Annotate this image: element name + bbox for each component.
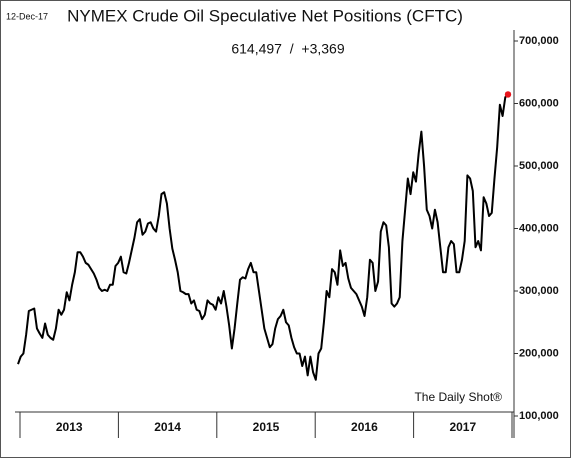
annotation: 614,497 / +3,369 [231,41,344,57]
last-point [504,91,512,98]
x-tick-label: 2016 [351,420,378,434]
x-tick-label: 2017 [449,420,476,434]
y-tick-label: 100,000 [519,410,559,422]
y-tick-label: 600,000 [519,97,559,109]
y-tick-label: 300,000 [519,285,559,297]
date-label: 12-Dec-17 [6,11,48,21]
y-tick-label: 200,000 [519,347,559,359]
y-tick-label: 700,000 [519,35,559,47]
x-tick-label: 2015 [253,420,280,434]
x-tick-label: 2014 [154,420,181,434]
x-tick-label: 2013 [56,420,83,434]
y-tick-label: 400,000 [519,222,559,234]
series-line [17,93,509,381]
chart-title: NYMEX Crude Oil Speculative Net Position… [67,6,463,25]
source: The Daily Shot® [414,390,502,404]
y-tick-label: 500,000 [519,160,559,172]
